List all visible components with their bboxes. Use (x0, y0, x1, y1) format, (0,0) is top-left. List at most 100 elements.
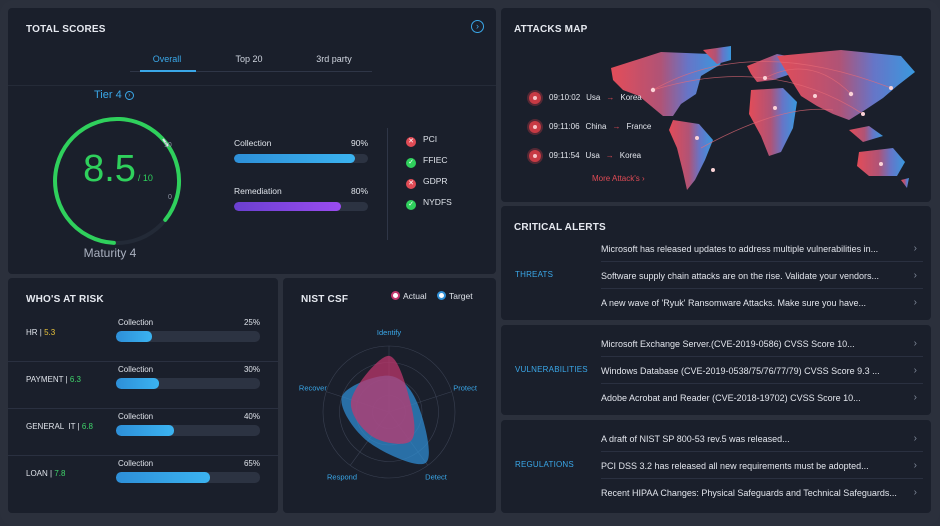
alert-group-regulations: REGULATIONS A draft of NIST SP 800-53 rev… (501, 426, 931, 510)
attack-row[interactable]: 09:11:06 China → France (529, 121, 651, 133)
tab-top-20[interactable]: Top 20 (235, 54, 263, 64)
risk-bar-label: Collection (118, 318, 154, 327)
score-value: 8.5/ 10 (68, 148, 168, 191)
attack-row[interactable]: 09:10:02 Usa → Korea (529, 92, 642, 104)
attack-pin-icon (529, 121, 541, 133)
arrow-circle-icon: › (124, 91, 134, 100)
attack-source: Usa (585, 151, 600, 161)
risk-name: PAYMENT | 6.3 (26, 375, 81, 384)
risk-name: GENERAL IT | 6.8 (26, 422, 93, 431)
risk-score: 7.8 (54, 469, 66, 478)
attack-time: 09:11:54 (549, 151, 580, 161)
attack-time: 09:10:02 (549, 93, 581, 103)
legend-actual-label: Actual (403, 291, 427, 301)
chevron-right-icon: › (913, 297, 917, 308)
risk-progress-bar (116, 378, 260, 389)
risk-row[interactable]: PAYMENT | 6.3 Collection 30% (8, 363, 278, 409)
alert-item[interactable]: A new wave of 'Ryuk' Ransomware Attacks.… (601, 290, 923, 316)
attack-row[interactable]: 09:11:54 Usa → Korea (529, 150, 641, 162)
risk-progress-fill (116, 472, 210, 483)
compliance-label: FFIEC (423, 155, 448, 165)
risk-bar-label: Collection (118, 365, 154, 374)
whos-at-risk-panel: WHO'S AT RISK HR | 5.3 Collection 25% PAYME… (8, 278, 278, 513)
more-attacks-label: More Attack's (592, 174, 640, 183)
risk-bar-percent: 40% (243, 412, 260, 421)
risk-bar-label: Collection (118, 412, 154, 421)
remediation-progress-fill (234, 202, 342, 211)
alert-category: VULNERABILITIES (515, 365, 588, 374)
alert-item[interactable]: PCI DSS 3.2 has released all new require… (601, 453, 923, 479)
attack-time: 09:11:06 (549, 122, 580, 132)
alert-text: Microsoft Exchange Server.(CVE-2019-0586… (601, 339, 855, 349)
risk-bar-label: Collection (118, 459, 154, 468)
attacks-map-title: ATTACKS MAP (514, 24, 588, 35)
alert-item[interactable]: Windows Database (CVE-2019-0538/75/76/77… (601, 358, 923, 384)
attacks-map-panel: ATTACKS MAP (501, 8, 931, 202)
attack-target: Korea (619, 151, 642, 161)
tier-label: Tier 4 (94, 89, 122, 101)
compliance-item-ffiec: ✓ FFIEC (406, 155, 448, 168)
risk-progress-bar (116, 425, 260, 436)
more-attacks-link[interactable]: More Attack's › (592, 174, 645, 183)
legend-actual[interactable]: Actual (391, 291, 427, 301)
alert-group-threats: THREATS Microsoft has released updates to… (501, 236, 931, 320)
risk-progress-bar (116, 472, 260, 483)
risk-row[interactable]: LOAN | 7.8 Collection 65% (8, 457, 278, 503)
risk-progress-fill (116, 425, 174, 436)
alert-text: Microsoft has released updates to addres… (601, 244, 879, 254)
alert-text: Software supply chain attacks are on the… (601, 271, 879, 281)
tab-overall[interactable]: Overall (152, 54, 182, 64)
score-max: / 10 (137, 173, 153, 183)
collection-progress-fill (234, 154, 355, 163)
critical-alerts-title: CRITICAL ALERTS (514, 222, 606, 233)
vulnerabilities-panel (501, 325, 931, 415)
attack-target: Korea (620, 93, 642, 103)
alert-item[interactable]: Recent HIPAA Changes: Physical Safeguard… (601, 480, 923, 506)
radar-axis-label-detect: Detect (425, 473, 448, 482)
alert-item[interactable]: Adobe Acrobat and Reader (CVE-2018-19702… (601, 385, 923, 411)
legend-target-label: Target (449, 291, 473, 301)
world-map (611, 46, 915, 190)
score-bar-label-0: Collection (234, 138, 272, 148)
tier-link[interactable]: Tier 4 › (94, 89, 134, 101)
compliance-item-gdpr: ✕ GDPR (406, 176, 448, 189)
alert-text: A draft of NIST SP 800-53 rev.5 was rele… (601, 434, 790, 444)
risk-name: LOAN | 7.8 (26, 469, 66, 478)
compliance-label: NYDFS (423, 197, 452, 207)
risk-progress-bar (116, 331, 260, 342)
alert-item[interactable]: Microsoft has released updates to addres… (601, 236, 923, 262)
arrow-right-icon: → (612, 122, 621, 132)
regulations-panel (501, 420, 931, 513)
risk-row[interactable]: HR | 5.3 Collection 25% (8, 316, 278, 362)
legend-target[interactable]: Target (437, 291, 473, 301)
tab-3rd-party[interactable]: 3rd party (316, 54, 352, 64)
score-bar-value-0: 90% (350, 138, 368, 148)
gauge-tick-0: 0 (168, 194, 172, 201)
gauge-tick-10: 10 (164, 142, 172, 149)
score-gauge (53, 117, 181, 245)
chevron-right-icon: › (913, 433, 917, 444)
maturity-label: Maturity 4 (83, 246, 137, 260)
gauge-end-tick (162, 138, 169, 147)
alert-item[interactable]: Microsoft Exchange Server.(CVE-2019-0586… (601, 331, 923, 357)
info-icon[interactable]: › (471, 20, 484, 33)
whos-at-risk-title: WHO'S AT RISK (26, 294, 104, 305)
total-scores-title: TOTAL SCORES (26, 24, 106, 35)
chevron-right-icon: › (913, 270, 917, 281)
check-icon: ✓ (406, 158, 416, 168)
attack-pin-icon (529, 92, 541, 104)
compliance-item-pci: ✕ PCI (406, 134, 437, 147)
risk-progress-fill (116, 331, 152, 342)
score-number: 8.5 (83, 148, 136, 190)
chevron-right-icon: › (642, 174, 645, 183)
check-icon: ✓ (406, 200, 416, 210)
attack-target: France (626, 122, 652, 132)
alert-item[interactable]: A draft of NIST SP 800-53 rev.5 was rele… (601, 426, 923, 452)
compliance-item-nydfs: ✓ NYDFS (406, 197, 452, 210)
risk-row[interactable]: GENERAL IT | 6.8 Collection 40% (8, 410, 278, 456)
nist-csf-title: NIST CSF (301, 294, 349, 305)
alert-item[interactable]: Software supply chain attacks are on the… (601, 263, 923, 289)
arrow-right-icon: → (605, 151, 614, 161)
alert-text: Recent HIPAA Changes: Physical Safeguard… (601, 488, 897, 498)
